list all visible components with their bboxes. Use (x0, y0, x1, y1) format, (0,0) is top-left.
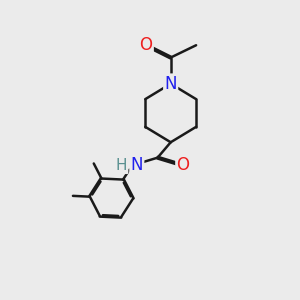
Text: N: N (130, 156, 143, 174)
Text: O: O (140, 36, 153, 54)
Text: O: O (176, 156, 190, 174)
Text: N: N (164, 75, 177, 93)
Text: H: H (116, 158, 127, 173)
